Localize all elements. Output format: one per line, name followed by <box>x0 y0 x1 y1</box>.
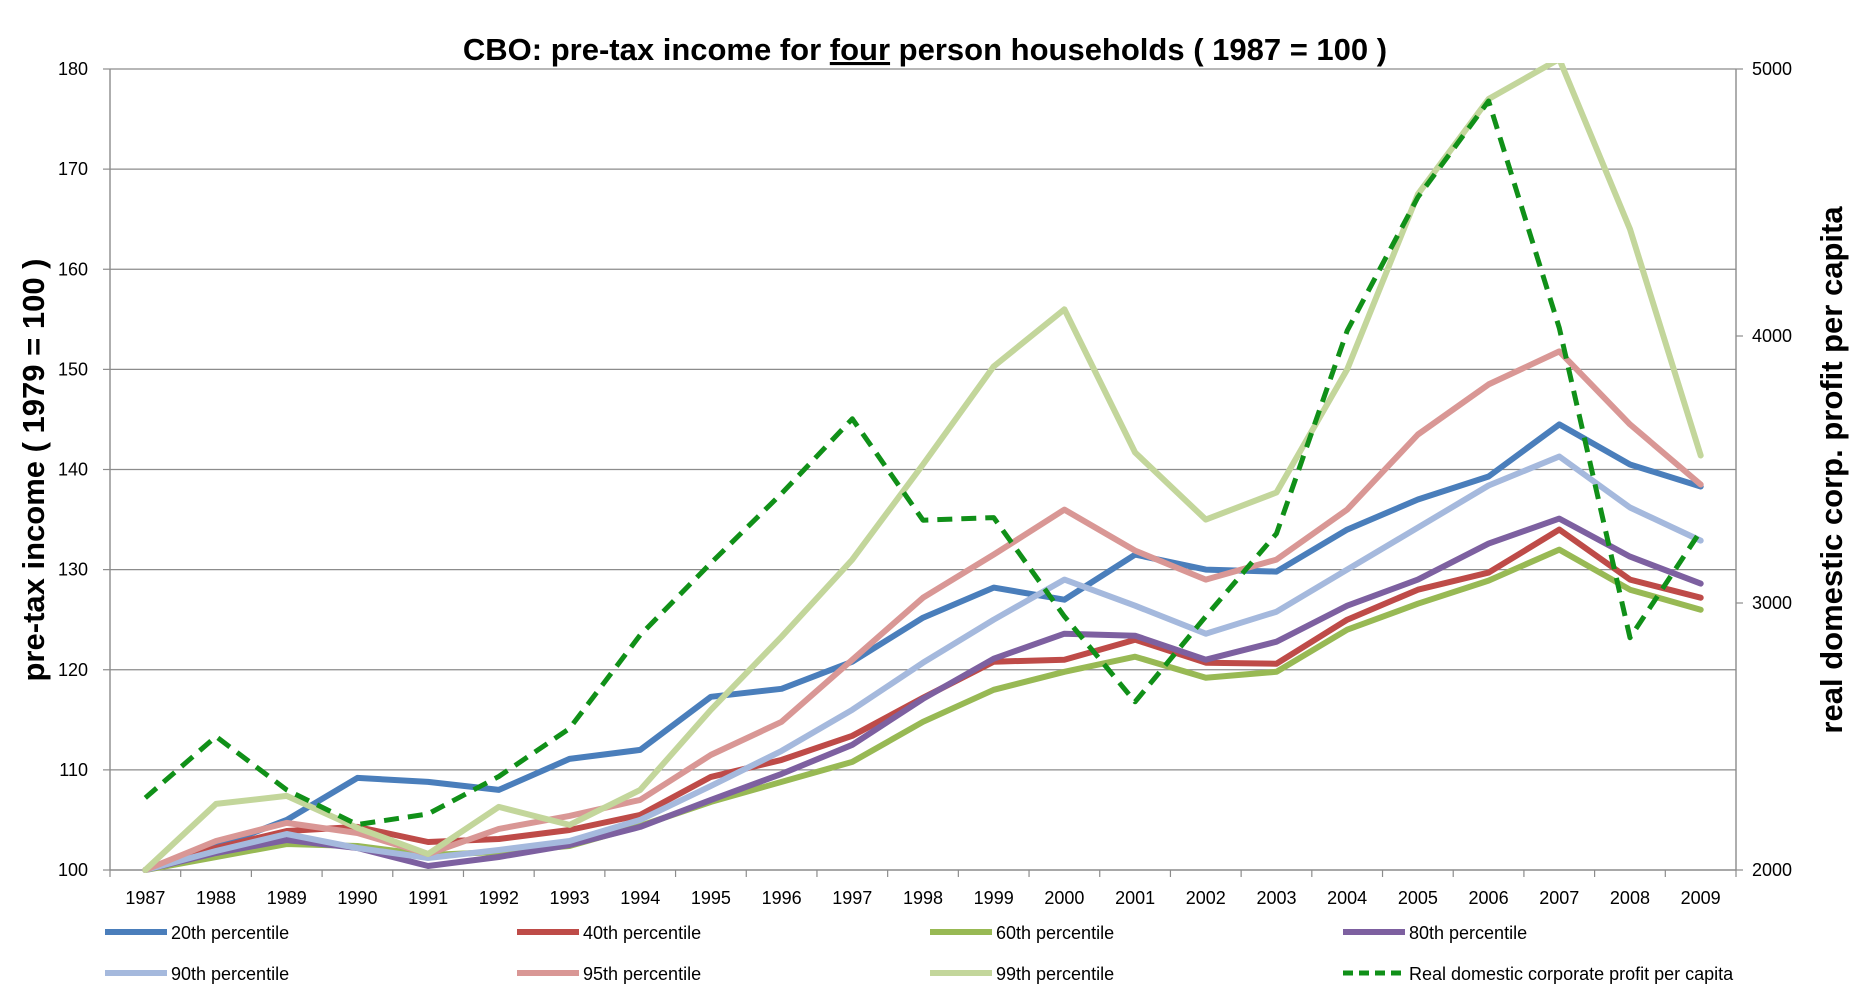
gridlines <box>110 68 1736 771</box>
y2-tick-label: 3000 <box>1752 593 1792 613</box>
x-tick-label: 1993 <box>549 888 589 908</box>
x-tick-label: 1994 <box>620 888 660 908</box>
y-tick-label: 120 <box>58 660 88 680</box>
y-tick-label: 110 <box>59 760 88 780</box>
series-line <box>142 515 1704 873</box>
x-tick-label: 1990 <box>337 888 377 908</box>
legend-label: 95th percentile <box>583 964 701 984</box>
series-line <box>142 63 1704 873</box>
axes: 100 110 120 130 140 150 160 170 180 2000 3000 4000 5… <box>58 59 1792 908</box>
x-tick-label: 2003 <box>1256 888 1296 908</box>
y-tick-label: 100 <box>58 860 88 880</box>
x-tick-label: 2000 <box>1044 888 1084 908</box>
x-tick-label: 1997 <box>832 888 872 908</box>
series-line <box>142 453 1704 873</box>
chart-title-before: CBO: pre-tax income for <box>463 32 830 67</box>
legend: 20th percentile 40th percentile 60th perce… <box>105 923 1734 984</box>
series-lines <box>142 63 1704 873</box>
x-tick-label: 2005 <box>1398 888 1438 908</box>
legend-label: 20th percentile <box>171 923 289 943</box>
x-tick-label: 1999 <box>974 888 1014 908</box>
legend-label: 90th percentile <box>171 964 289 984</box>
chart-title-after: person households ( 1987 = 100 ) <box>890 32 1387 67</box>
y-tick-label: 150 <box>58 359 88 379</box>
x-tick-label: 1996 <box>762 888 802 908</box>
y-tick-label: 180 <box>58 59 88 79</box>
x-tick-label: 1989 <box>267 888 307 908</box>
y2-tick-label: 4000 <box>1752 326 1792 346</box>
x-tick-label: 1988 <box>196 888 236 908</box>
x-tick-label: 2008 <box>1610 888 1650 908</box>
y2-axis-title: real domestic corp. profit per capita <box>1814 206 1849 734</box>
x-tick-label: 1991 <box>408 888 448 908</box>
x-tick-label: 1995 <box>691 888 731 908</box>
y-tick-label: 160 <box>58 259 88 279</box>
y-tick-label: 130 <box>58 560 88 580</box>
series-line <box>143 98 1703 828</box>
series-line <box>142 421 1704 873</box>
chart-title: CBO: pre-tax income for four person hous… <box>463 32 1387 67</box>
legend-label: 60th percentile <box>996 923 1114 943</box>
legend-label: Real domestic corporate profit per capit… <box>1409 964 1734 984</box>
y-tick-label: 170 <box>58 159 88 179</box>
x-tick-label: 1987 <box>125 888 165 908</box>
x-tick-label: 2001 <box>1115 888 1155 908</box>
chart-title-underlined: four <box>830 32 890 67</box>
x-tick-label: 2002 <box>1186 888 1226 908</box>
x-tick-label: 2009 <box>1681 888 1721 908</box>
legend-label: 99th percentile <box>996 964 1114 984</box>
y2-tick-label: 5000 <box>1752 59 1792 79</box>
x-tick-label: 2007 <box>1539 888 1579 908</box>
x-tick-label: 1992 <box>479 888 519 908</box>
x-tick-label: 1998 <box>903 888 943 908</box>
legend-label: 80th percentile <box>1409 923 1527 943</box>
series-line <box>142 348 1704 873</box>
legend-label: 40th percentile <box>583 923 701 943</box>
y-tick-label: 140 <box>58 460 88 480</box>
x-tick-label: 2004 <box>1327 888 1367 908</box>
x-tick-label: 2006 <box>1469 888 1509 908</box>
y-axis-title: pre-tax income ( 1979 = 100 ) <box>16 258 51 681</box>
y2-tick-label: 2000 <box>1752 860 1792 880</box>
